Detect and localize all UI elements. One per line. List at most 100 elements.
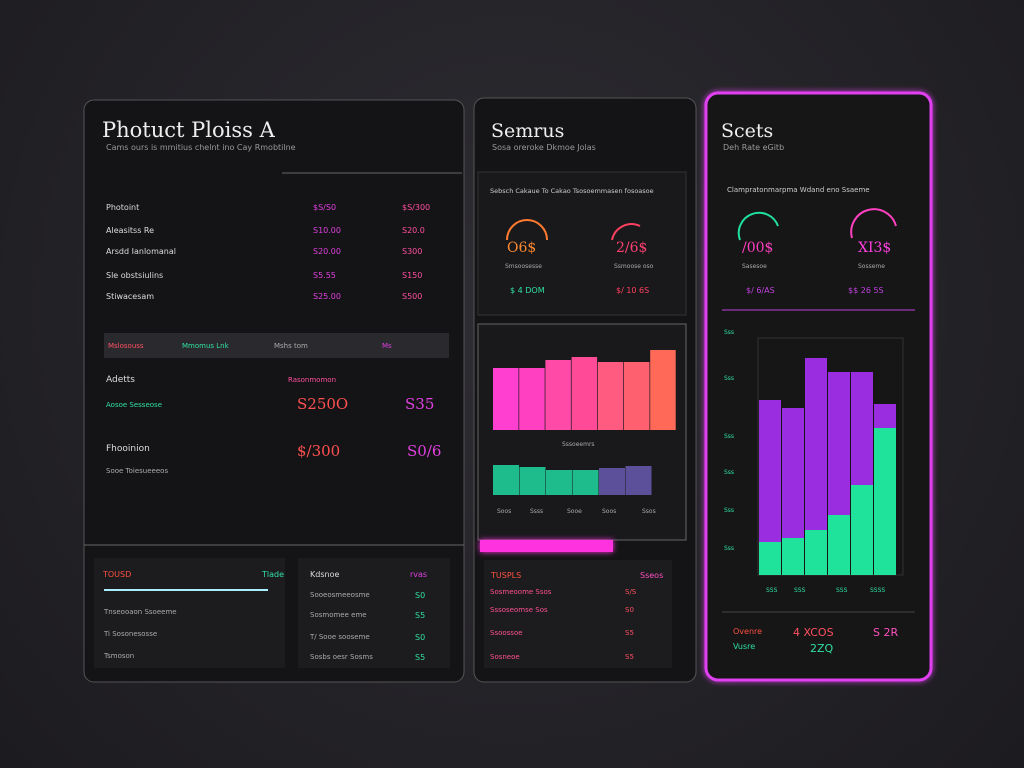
- label: S5: [415, 611, 426, 620]
- subpanel: [94, 558, 285, 668]
- bar: [759, 542, 781, 575]
- gauge-arc: [737, 211, 779, 241]
- bar: [519, 368, 545, 430]
- cell: S10.00: [313, 226, 341, 235]
- bar: [545, 360, 571, 430]
- label: 2ZQ: [810, 642, 834, 655]
- label: S5: [625, 629, 634, 637]
- bar: [805, 358, 827, 575]
- metric-value: $/300: [297, 442, 341, 460]
- label: S0: [415, 591, 426, 600]
- cell: S300: [402, 247, 423, 256]
- category-label: Ssos: [642, 508, 656, 515]
- cell: S25.00: [313, 292, 341, 301]
- label: Sssoseomse Sos: [490, 606, 548, 614]
- bar: [805, 530, 827, 575]
- label: Ssoossoe: [490, 629, 523, 637]
- section-label: Mshs tom: [274, 342, 308, 350]
- label: S/S: [625, 588, 637, 596]
- cell: Arsdd Ianlomanal: [106, 247, 176, 256]
- gauge-value: XI3$: [858, 240, 892, 256]
- label: $/ 10 6S: [616, 286, 650, 295]
- metric-value: S0/6: [407, 442, 442, 460]
- bar: [599, 468, 625, 495]
- title: Photuct Ploiss A: [102, 118, 275, 142]
- subtitle: Cams ours is mmitius chelnt ino Cay Rmob…: [106, 143, 296, 152]
- label: Sosmeoome Ssos: [490, 588, 552, 596]
- label: Kdsnoe: [310, 570, 340, 579]
- label: $/ 6/AS: [746, 286, 775, 295]
- cell: S20.0: [402, 226, 425, 235]
- bar: [624, 362, 650, 430]
- axis-label: Sss: [724, 329, 735, 336]
- bar: [782, 408, 804, 575]
- label: Ti Sosonesosse: [104, 630, 158, 638]
- axis-label: Sss: [724, 375, 735, 382]
- metric-value: S250O: [297, 395, 349, 413]
- cell: $S/S0: [313, 203, 337, 212]
- title: Scets: [721, 120, 774, 142]
- gauge-value: /00$: [742, 240, 774, 256]
- gauge-value: 2/6$: [616, 240, 648, 256]
- bar: [493, 465, 519, 495]
- cell: Aleasitss Re: [106, 226, 155, 235]
- bar: [650, 350, 676, 430]
- label: Sosneoe: [490, 653, 520, 661]
- subtitle: Deh Rate eGitb: [723, 143, 785, 152]
- bar: [597, 362, 624, 430]
- gauge-label: Sasesoe: [742, 263, 767, 270]
- heading: Sebsch Cakaue To Cakao Tsosoemmasen foso…: [490, 187, 654, 195]
- bar: [759, 400, 781, 575]
- cell: S20.00: [313, 247, 341, 256]
- bar: [782, 538, 804, 575]
- bar: [828, 515, 850, 575]
- label: Sooe Toiesueeeos: [106, 467, 169, 475]
- category-label: SSS: [766, 587, 778, 594]
- label: rvas: [410, 570, 428, 579]
- gauge-label: Smsoosesse: [505, 263, 542, 270]
- label: T/ Sooe sooseme: [310, 633, 370, 641]
- label: S5: [415, 653, 426, 662]
- progress-magenta: [480, 540, 613, 552]
- label: Sosbs oesr Sosms: [310, 653, 373, 661]
- label: Ovenre: [733, 627, 763, 636]
- section-label: Mslosouss: [108, 342, 144, 350]
- category-label: SSSS: [870, 587, 886, 594]
- bar: [625, 466, 652, 495]
- label: Adetts: [106, 375, 135, 385]
- label: TUSPLS: [491, 571, 522, 580]
- label: S0: [415, 633, 426, 642]
- category-label: Sooe: [567, 508, 582, 515]
- label: $$ 26 5S: [848, 286, 884, 295]
- bar: [571, 357, 598, 430]
- axis-label: Sss: [724, 433, 735, 440]
- axis-label: Sss: [724, 469, 735, 476]
- title: Semrus: [491, 120, 565, 142]
- bar: [519, 467, 546, 495]
- label: Sooeosmeeosme: [310, 591, 370, 599]
- cell: Photoint: [106, 203, 140, 212]
- label: 4 XCOS: [793, 626, 834, 639]
- bar: [851, 485, 873, 575]
- cell: S5.55: [313, 271, 336, 280]
- heading: Clampratonmarpma Wdand eno Ssaeme: [727, 186, 870, 194]
- gauge-label: Ssmoose oso: [614, 263, 654, 270]
- bar: [546, 470, 572, 495]
- label: Sseos: [640, 571, 664, 580]
- cell: S150: [402, 271, 423, 280]
- label: Sosmomee eme: [310, 611, 367, 619]
- cell: S500: [402, 292, 423, 301]
- label: Tnseooaon Ssoeeme: [104, 608, 177, 616]
- bar: [572, 470, 599, 495]
- category-label: SSS: [836, 587, 848, 594]
- section-label: Mmomus Lnk: [182, 342, 229, 350]
- cell: Sle obstsiulins: [106, 271, 164, 280]
- gauge-arc: [611, 223, 641, 241]
- bar: [493, 368, 519, 430]
- gauge-arc: [506, 219, 548, 241]
- subpanel: [298, 558, 450, 668]
- label: Fhooinion: [106, 444, 150, 454]
